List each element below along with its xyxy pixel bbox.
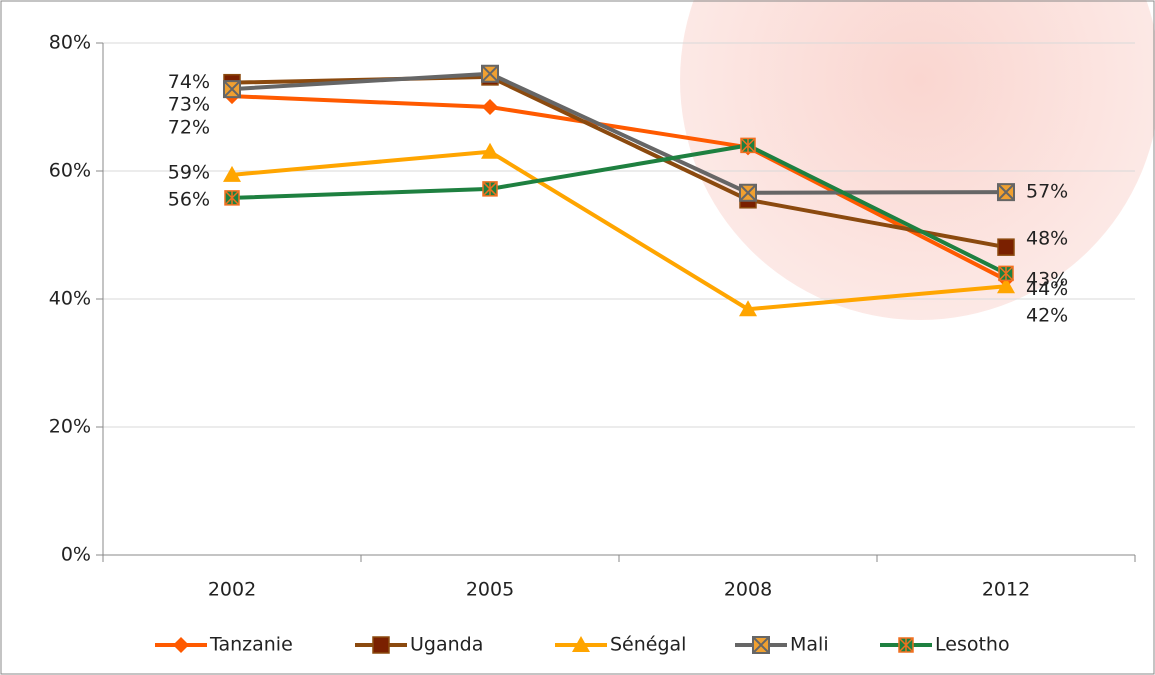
marker <box>997 183 1015 202</box>
marker <box>223 165 241 182</box>
data-label: 44% <box>1026 278 1068 300</box>
marker <box>740 137 756 154</box>
data-label: 43% <box>1026 268 1068 290</box>
data-label: 57% <box>1026 181 1068 203</box>
y-tick-label: 80% <box>49 32 91 54</box>
x-tick-label: 2012 <box>982 579 1030 601</box>
y-tick-label: 20% <box>49 416 91 438</box>
series: 56% 44% <box>168 137 1068 300</box>
marker <box>481 142 499 159</box>
marker <box>224 190 240 206</box>
data-label: 74% <box>168 71 210 93</box>
legend-label: Lesotho <box>935 634 1010 656</box>
marker <box>482 99 498 115</box>
marker <box>481 64 499 83</box>
data-label: 48% <box>1026 228 1068 250</box>
line <box>231 71 1007 195</box>
legend-label: Tanzanie <box>209 634 293 656</box>
y-tick-label: 40% <box>49 288 91 310</box>
data-label: 42% <box>1026 305 1068 327</box>
marker <box>997 277 1015 294</box>
background-decoration <box>680 0 1155 320</box>
marker <box>739 183 757 202</box>
x-tick-label: 2002 <box>208 579 256 601</box>
marker <box>998 265 1014 282</box>
marker <box>997 238 1015 256</box>
y-tick-label: 60% <box>49 160 91 182</box>
x-tick-label: 2008 <box>724 579 772 601</box>
marker <box>173 637 189 653</box>
marker <box>739 300 757 317</box>
marker <box>572 636 590 652</box>
legend-label: Mali <box>790 634 829 656</box>
series: 73% 57% <box>168 64 1068 203</box>
line <box>231 143 1007 276</box>
marker <box>898 637 914 653</box>
data-label: 56% <box>168 188 210 210</box>
line <box>231 149 1007 312</box>
marker <box>752 636 770 654</box>
x-tick-label: 2005 <box>466 579 514 601</box>
data-label: 72% <box>168 117 210 139</box>
data-label: 73% <box>168 94 210 116</box>
marker <box>223 80 241 99</box>
legend-label: Uganda <box>410 634 483 656</box>
legend-label: Sénégal <box>610 634 686 656</box>
data-label: 59% <box>168 161 210 183</box>
y-tick-label: 0% <box>61 544 91 566</box>
marker <box>372 636 390 654</box>
marker <box>482 181 498 197</box>
series: 59% 42% <box>168 142 1068 327</box>
line <box>231 94 1007 282</box>
